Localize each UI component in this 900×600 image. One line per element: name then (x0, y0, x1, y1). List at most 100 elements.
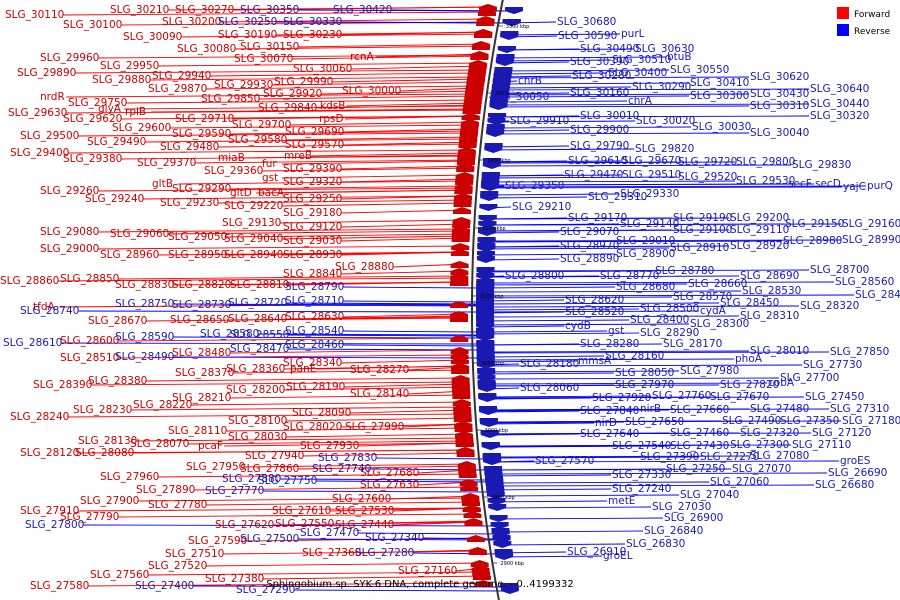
reverse-gene-label: SLG_27450 (805, 391, 864, 403)
forward-gene-label: gltB (152, 178, 173, 190)
forward-gene-label: SLG_27930 (300, 440, 359, 452)
reverse-gene-label: SLG_28770 (600, 270, 659, 282)
leader-line (480, 290, 742, 293)
leader-line (284, 189, 469, 194)
leader-line (217, 143, 473, 148)
leader-line (262, 490, 491, 493)
forward-gene-label: SLG_28100 (228, 415, 287, 427)
leader-line (316, 365, 466, 370)
reverse-gene-label: nirD (595, 417, 617, 429)
legend-reverse-swatch (837, 24, 849, 36)
leader-line (485, 445, 670, 448)
reverse-gene-arrow (477, 368, 496, 375)
reverse-gene-label: SLG_28620 (565, 294, 624, 306)
reverse-gene-label: SLG_30640 (810, 83, 869, 95)
leader-line (480, 364, 803, 367)
forward-gene-arrow (454, 183, 473, 190)
reverse-gene-label: SLG_27770 (205, 485, 264, 497)
leader-line (480, 351, 830, 354)
reverse-gene-label: SLG_26680 (815, 479, 874, 491)
forward-gene-label: SLG_27630 (360, 479, 419, 491)
reverse-gene-arrow (476, 334, 495, 341)
reverse-gene-label: SLG_27540 (612, 440, 671, 452)
forward-gene-label: fur (262, 158, 277, 170)
forward-gene-arrow (468, 547, 487, 554)
reverse-gene-label: SLG_26910 (567, 546, 626, 558)
leader-line (342, 330, 481, 333)
reverse-gene-label: SLG_30400 (608, 67, 667, 79)
reverse-gene-label: SLG_28790 (285, 281, 344, 293)
forward-gene-label: miaB (218, 152, 245, 164)
forward-gene-label: gst (262, 172, 278, 184)
leader-line (486, 456, 700, 459)
forward-gene-label: SLG_27160 (398, 565, 457, 577)
leader-line (481, 377, 780, 380)
legend-reverse-label: Reverse (854, 27, 891, 37)
reverse-gene-label: SLG_28300 (690, 318, 749, 330)
leader-line (332, 520, 479, 525)
reverse-gene-label: SLG_27250 (666, 463, 725, 475)
reverse-gene-label: SLG_27570 (535, 455, 594, 467)
reverse-gene-label: SLG_30330 (283, 16, 342, 28)
leader-line (192, 585, 505, 588)
reverse-gene-label: SLG_27650 (625, 416, 684, 428)
reverse-gene-label: SLG_29150 (785, 218, 844, 230)
forward-gene-label: SLG_28670 (88, 315, 147, 327)
reverse-gene-label: SLG_28560 (835, 276, 894, 288)
leader-line (484, 196, 588, 199)
reverse-gene-label: SLG_27730 (803, 359, 862, 371)
leader-line (493, 517, 664, 520)
reverse-gene-label: SLG_28540 (285, 325, 344, 337)
leader-line (495, 86, 632, 89)
leader-line (357, 442, 470, 447)
leader-line (484, 185, 867, 188)
reverse-gene-label: SLG_28780 (655, 265, 714, 277)
leader-line (340, 223, 467, 228)
leader-line (480, 330, 608, 333)
reverse-gene-arrow (486, 486, 505, 493)
reverse-gene-label: SLG_27120 (812, 427, 871, 439)
reverse-gene-label: SLG_28800 (505, 270, 564, 282)
leader-line (225, 427, 469, 432)
reverse-gene-arrow (488, 504, 507, 511)
forward-gene-label: SLG_28070 (130, 438, 189, 450)
forward-gene-label: SLG_27780 (148, 499, 207, 511)
reverse-gene-label: btuB (667, 51, 692, 63)
leader-line (480, 319, 630, 322)
leader-line (219, 18, 491, 23)
reverse-gene-label: SLG_28500 (640, 303, 699, 315)
reverse-gene-label: SLG_27390 (640, 451, 699, 463)
leader-line (487, 160, 622, 163)
leader-line (342, 128, 475, 133)
forward-gene-arrow (462, 107, 481, 114)
leader-line (488, 474, 612, 477)
forward-gene-label: SLG_29490 (87, 136, 146, 148)
reverse-gene-arrow (491, 91, 509, 98)
leader-line (57, 277, 465, 282)
leader-line (224, 442, 470, 447)
forward-gene-label: SLG_27890 (136, 484, 195, 496)
forward-gene-label: SLG_29080 (40, 226, 99, 238)
forward-gene-label: SLG_27530 (335, 505, 394, 517)
forward-gene-label: SLG_29750 (68, 97, 127, 109)
leader-line (479, 310, 700, 313)
reverse-gene-label: SLG_29720 (678, 156, 737, 168)
reverse-gene-arrow (494, 550, 513, 557)
leader-line (481, 384, 720, 387)
leader-line (493, 103, 810, 106)
leader-line (190, 401, 467, 406)
forward-gene-arrow (474, 29, 493, 36)
forward-gene-arrow (455, 178, 474, 185)
reverse-gene-label: SLG_27320 (740, 427, 799, 439)
leader-line (480, 355, 605, 358)
leader-line (483, 409, 670, 412)
forward-gene-arrow (455, 440, 474, 447)
reverse-gene-label: SLG_28920 (730, 240, 789, 252)
forward-gene-label: SLG_29870 (148, 83, 207, 95)
leader-line (340, 165, 471, 170)
forward-gene-label: SLG_27990 (345, 421, 404, 433)
forward-gene-arrow (468, 63, 487, 70)
reverse-gene-arrow (495, 59, 514, 66)
leader-line (291, 55, 485, 60)
leader-line (82, 524, 495, 527)
